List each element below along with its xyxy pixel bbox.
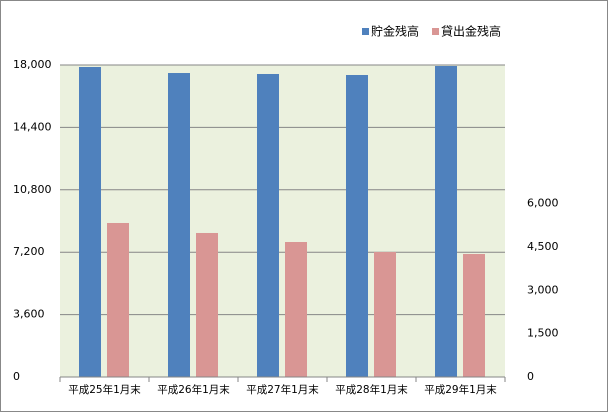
bar bbox=[435, 66, 457, 377]
legend-label: 貸出金残高 bbox=[441, 24, 501, 39]
y-tick-label: 10,800 bbox=[13, 183, 52, 196]
legend-swatch bbox=[362, 28, 369, 35]
x-tick-label: 平成28年1月末 bbox=[335, 383, 408, 396]
bar bbox=[79, 66, 101, 377]
bar bbox=[107, 222, 129, 377]
y-tick-label: 0 bbox=[13, 370, 20, 383]
bar bbox=[196, 232, 218, 377]
bar bbox=[463, 253, 485, 377]
x-tick-label: 平成27年1月末 bbox=[246, 383, 319, 396]
bar bbox=[346, 75, 368, 377]
y-tick-label: 14,400 bbox=[13, 120, 52, 133]
x-tick-label: 平成25年1月末 bbox=[68, 383, 141, 396]
y-tick-label: 18,000 bbox=[13, 58, 52, 71]
bar bbox=[168, 73, 190, 378]
y-tick-label: 3,600 bbox=[13, 308, 45, 321]
y2-tick-label: 3,000 bbox=[527, 283, 559, 296]
legend-label: 貯金残高 bbox=[371, 24, 419, 39]
y2-tick-label: 1,500 bbox=[527, 327, 559, 340]
y-tick-label: 7,200 bbox=[13, 245, 45, 258]
bar bbox=[285, 242, 307, 377]
x-tick-label: 平成26年1月末 bbox=[157, 383, 230, 396]
y2-tick-label: 6,000 bbox=[527, 197, 559, 210]
legend-swatch bbox=[432, 28, 440, 35]
bar bbox=[374, 251, 396, 377]
plot-area bbox=[60, 65, 505, 377]
bar bbox=[257, 73, 279, 377]
y2-tick-label: 0 bbox=[527, 370, 534, 383]
x-tick-label: 平成29年1月末 bbox=[424, 383, 497, 396]
y2-tick-label: 4,500 bbox=[527, 240, 559, 253]
